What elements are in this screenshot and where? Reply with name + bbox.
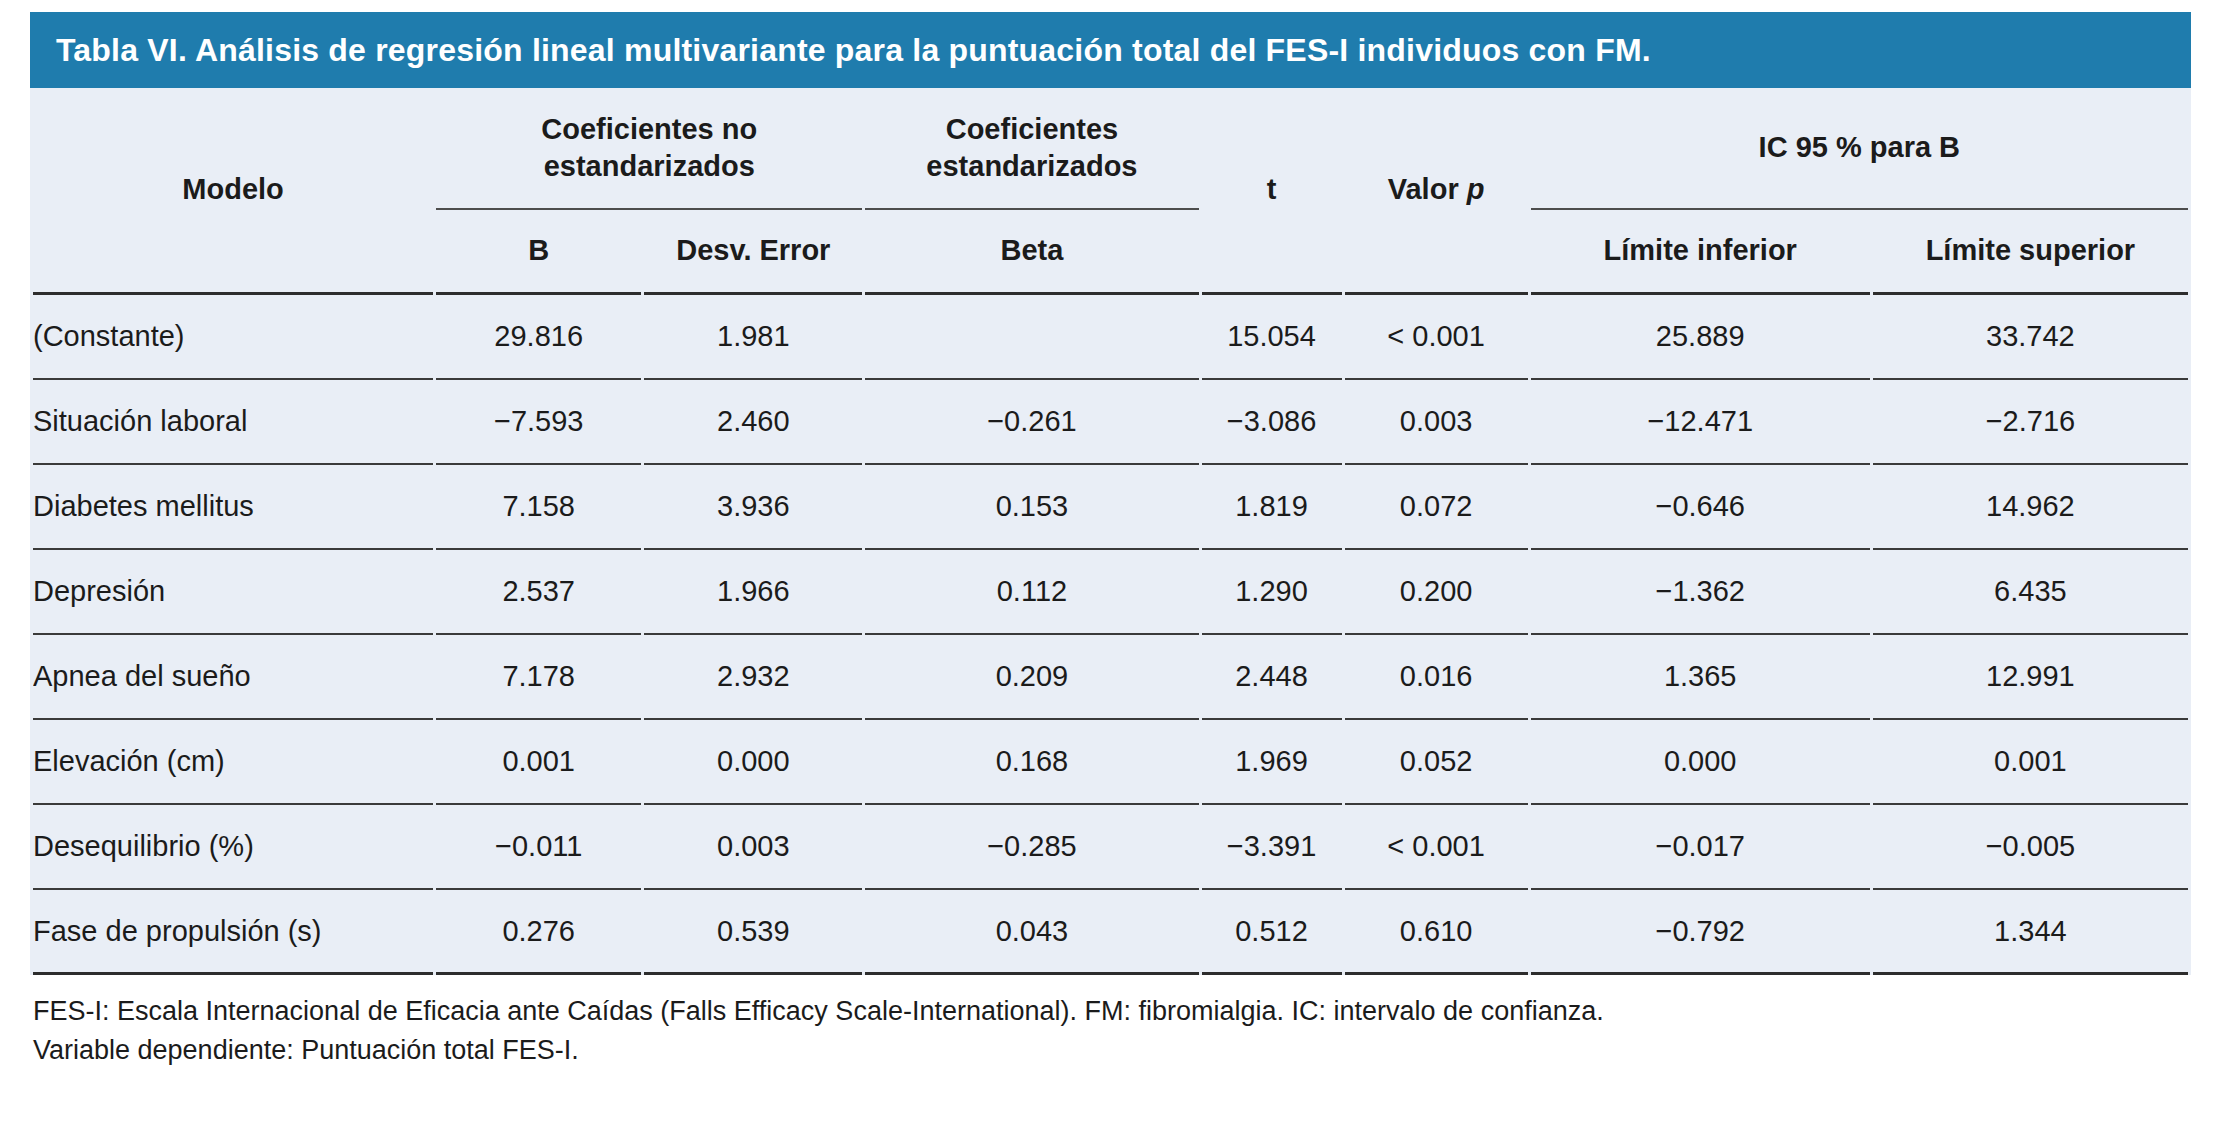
cell-beta: 0.209: [865, 635, 1198, 720]
cell-limite-inferior: −0.017: [1531, 805, 1870, 890]
cell-t: 0.512: [1202, 890, 1342, 975]
table-row: Elevación (cm)0.0010.0000.1681.9690.0520…: [33, 720, 2188, 805]
cell-limite-superior: 33.742: [1873, 295, 2188, 380]
footnote-dependent-variable: Variable dependiente: Puntuación total F…: [33, 1031, 2193, 1070]
valor-p-italic: p: [1467, 173, 1485, 205]
cell-limite-superior: 0.001: [1873, 720, 2188, 805]
cell-limite-superior: −2.716: [1873, 380, 2188, 465]
table-row: Situación laboral−7.5932.460−0.261−3.086…: [33, 380, 2188, 465]
cell-beta: 0.168: [865, 720, 1198, 805]
cell-b: 2.537: [436, 550, 641, 635]
cell-b: 0.001: [436, 720, 641, 805]
cell-modelo: Depresión: [33, 550, 433, 635]
table-header: Modelo Coeficientes no estandarizados Co…: [33, 88, 2188, 295]
cell-t: 2.448: [1202, 635, 1342, 720]
cell-valor-p: 0.072: [1345, 465, 1528, 550]
table-row: Apnea del sueño7.1782.9320.2092.4480.016…: [33, 635, 2188, 720]
cell-limite-superior: −0.005: [1873, 805, 2188, 890]
cell-desv-error: 1.966: [644, 550, 862, 635]
cell-t: 15.054: [1202, 295, 1342, 380]
cell-limite-inferior: 25.889: [1531, 295, 1870, 380]
header-ic95-para-b: IC 95 % para B: [1531, 88, 2188, 210]
table-row: Fase de propulsión (s)0.2760.5390.0430.5…: [33, 890, 2188, 975]
cell-modelo: Desequilibrio (%): [33, 805, 433, 890]
cell-desv-error: 2.932: [644, 635, 862, 720]
header-modelo: Modelo: [33, 88, 433, 295]
cell-b: 7.178: [436, 635, 641, 720]
cell-b: 29.816: [436, 295, 641, 380]
cell-modelo: Elevación (cm): [33, 720, 433, 805]
cell-modelo: Situación laboral: [33, 380, 433, 465]
cell-valor-p: 0.003: [1345, 380, 1528, 465]
cell-desv-error: 2.460: [644, 380, 862, 465]
table-row: (Constante)29.8161.981 15.054< 0.00125.88…: [33, 295, 2188, 380]
cell-desv-error: 0.000: [644, 720, 862, 805]
header-valor-p: Valor p: [1345, 88, 1528, 295]
cell-limite-inferior: −12.471: [1531, 380, 1870, 465]
table-container: Tabla VI. Análisis de regresión lineal m…: [30, 12, 2191, 975]
cell-valor-p: < 0.001: [1345, 295, 1528, 380]
regression-table: Modelo Coeficientes no estandarizados Co…: [30, 88, 2191, 975]
cell-desv-error: 1.981: [644, 295, 862, 380]
table-row: Depresión2.5371.9660.1121.2900.200−1.362…: [33, 550, 2188, 635]
cell-limite-inferior: −0.792: [1531, 890, 1870, 975]
footnote-abbreviations: FES-I: Escala Internacional de Eficacia …: [33, 992, 2193, 1031]
cell-b: −7.593: [436, 380, 641, 465]
footnotes: FES-I: Escala Internacional de Eficacia …: [33, 992, 2193, 1070]
page: Tabla VI. Análisis de regresión lineal m…: [0, 0, 2239, 1123]
cell-b: 0.276: [436, 890, 641, 975]
table-title: Tabla VI. Análisis de regresión lineal m…: [56, 32, 1651, 69]
header-group-row: Modelo Coeficientes no estandarizados Co…: [33, 88, 2188, 210]
cell-beta: −0.285: [865, 805, 1198, 890]
cell-limite-inferior: 0.000: [1531, 720, 1870, 805]
header-limite-superior: Límite superior: [1873, 210, 2188, 295]
cell-desv-error: 0.003: [644, 805, 862, 890]
cell-beta: [865, 295, 1198, 380]
cell-limite-superior: 6.435: [1873, 550, 2188, 635]
cell-valor-p: < 0.001: [1345, 805, 1528, 890]
cell-t: 1.819: [1202, 465, 1342, 550]
cell-beta: 0.112: [865, 550, 1198, 635]
cell-modelo: Fase de propulsión (s): [33, 890, 433, 975]
table-body: (Constante)29.8161.98115.054< 0.00125.88…: [33, 295, 2188, 975]
table-row: Diabetes mellitus7.1583.9360.1531.8190.0…: [33, 465, 2188, 550]
cell-t: 1.969: [1202, 720, 1342, 805]
cell-b: −0.011: [436, 805, 641, 890]
cell-beta: −0.261: [865, 380, 1198, 465]
cell-t: 1.290: [1202, 550, 1342, 635]
cell-valor-p: 0.610: [1345, 890, 1528, 975]
cell-valor-p: 0.016: [1345, 635, 1528, 720]
cell-limite-inferior: −1.362: [1531, 550, 1870, 635]
cell-limite-superior: 12.991: [1873, 635, 2188, 720]
cell-desv-error: 3.936: [644, 465, 862, 550]
header-beta: Beta: [865, 210, 1198, 295]
cell-t: −3.391: [1202, 805, 1342, 890]
table-row: Desequilibrio (%)−0.0110.003−0.285−3.391…: [33, 805, 2188, 890]
cell-beta: 0.153: [865, 465, 1198, 550]
cell-modelo: (Constante): [33, 295, 433, 380]
header-b: B: [436, 210, 641, 295]
cell-limite-superior: 14.962: [1873, 465, 2188, 550]
header-coef-estandarizados: Coeficientes estandarizados: [865, 88, 1198, 210]
cell-t: −3.086: [1202, 380, 1342, 465]
valor-p-label: Valor: [1388, 173, 1467, 205]
cell-b: 7.158: [436, 465, 641, 550]
cell-limite-superior: 1.344: [1873, 890, 2188, 975]
cell-modelo: Diabetes mellitus: [33, 465, 433, 550]
header-t: t: [1202, 88, 1342, 295]
header-limite-inferior: Límite inferior: [1531, 210, 1870, 295]
cell-valor-p: 0.200: [1345, 550, 1528, 635]
cell-modelo: Apnea del sueño: [33, 635, 433, 720]
header-coef-no-estandarizados: Coeficientes no estandarizados: [436, 88, 862, 210]
cell-valor-p: 0.052: [1345, 720, 1528, 805]
table-title-bar: Tabla VI. Análisis de regresión lineal m…: [30, 12, 2191, 88]
header-desv-error: Desv. Error: [644, 210, 862, 295]
cell-limite-inferior: 1.365: [1531, 635, 1870, 720]
cell-limite-inferior: −0.646: [1531, 465, 1870, 550]
cell-desv-error: 0.539: [644, 890, 862, 975]
cell-beta: 0.043: [865, 890, 1198, 975]
